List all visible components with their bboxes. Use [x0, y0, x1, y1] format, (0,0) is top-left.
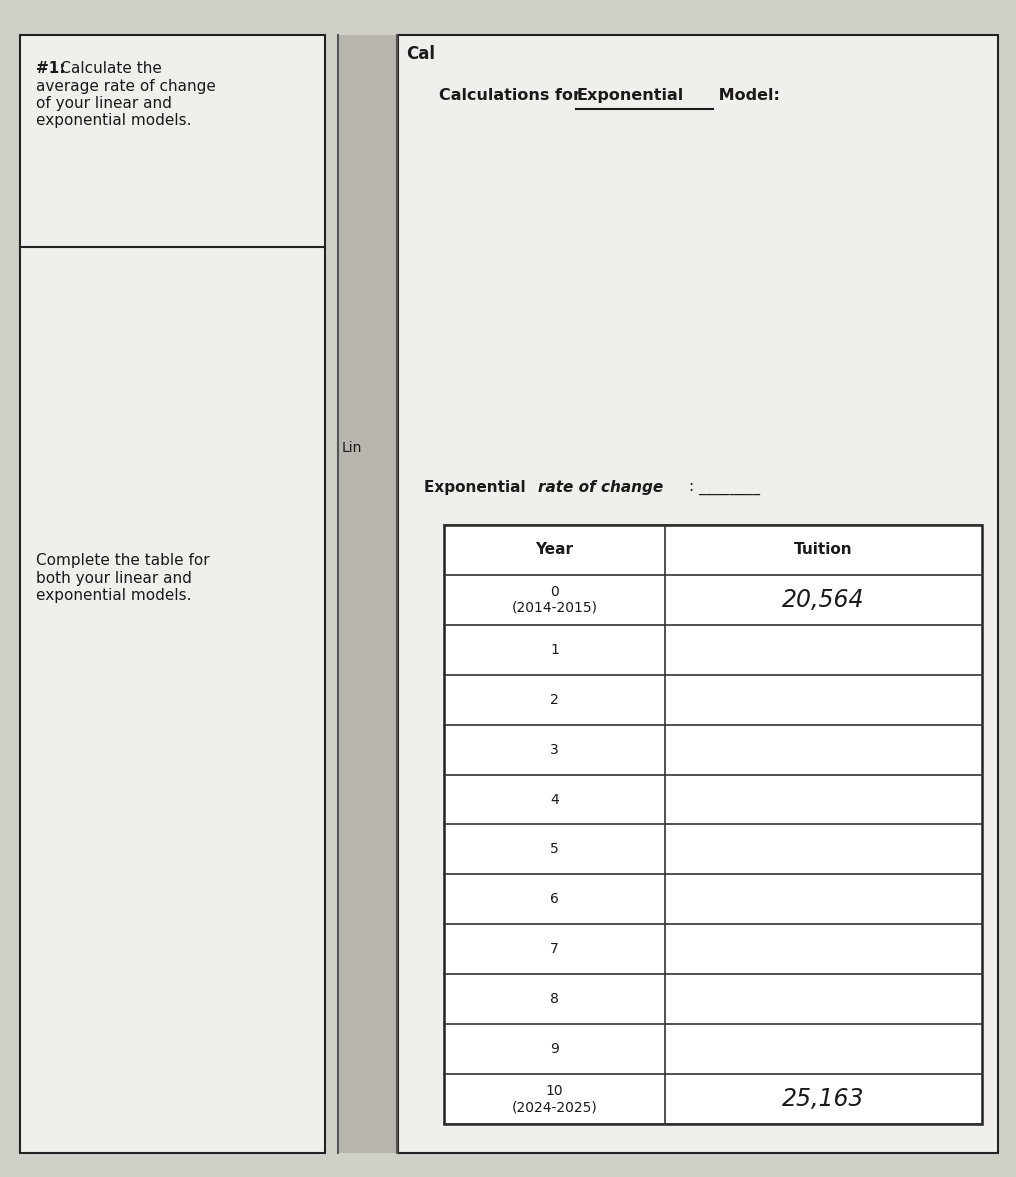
Text: 25,163: 25,163 [782, 1088, 865, 1111]
Text: 6: 6 [550, 892, 559, 906]
Text: Exponential: Exponential [576, 88, 684, 104]
Text: Lin: Lin [341, 441, 362, 455]
Text: Tuition: Tuition [795, 543, 853, 558]
FancyBboxPatch shape [444, 525, 982, 1124]
FancyBboxPatch shape [20, 35, 325, 1153]
FancyBboxPatch shape [398, 35, 998, 1153]
Text: 0
(2014-2015): 0 (2014-2015) [511, 585, 597, 614]
Text: 9: 9 [550, 1042, 559, 1056]
Text: Calculations for: Calculations for [439, 88, 586, 104]
Text: Cal: Cal [406, 45, 436, 62]
Text: 3: 3 [550, 743, 559, 757]
Text: 8: 8 [550, 992, 559, 1006]
FancyBboxPatch shape [338, 35, 397, 1153]
Text: Model:: Model: [713, 88, 780, 104]
Text: : ________: : ________ [689, 480, 760, 496]
Text: 5: 5 [550, 843, 559, 857]
Text: 7: 7 [550, 943, 559, 956]
Text: #1:: #1: [36, 61, 65, 77]
Text: 1: 1 [550, 643, 559, 657]
Text: Year: Year [535, 543, 573, 558]
Text: Exponential: Exponential [424, 480, 530, 496]
Text: Calculate the
average rate of change
of your linear and
exponential models.: Calculate the average rate of change of … [36, 61, 215, 128]
Text: 4: 4 [550, 792, 559, 806]
Text: Complete the table for
both your linear and
exponential models.: Complete the table for both your linear … [36, 553, 209, 603]
Text: rate of change: rate of change [538, 480, 663, 496]
Text: 10
(2024-2025): 10 (2024-2025) [511, 1084, 597, 1115]
Text: 20,564: 20,564 [782, 587, 865, 612]
Text: 2: 2 [550, 693, 559, 706]
